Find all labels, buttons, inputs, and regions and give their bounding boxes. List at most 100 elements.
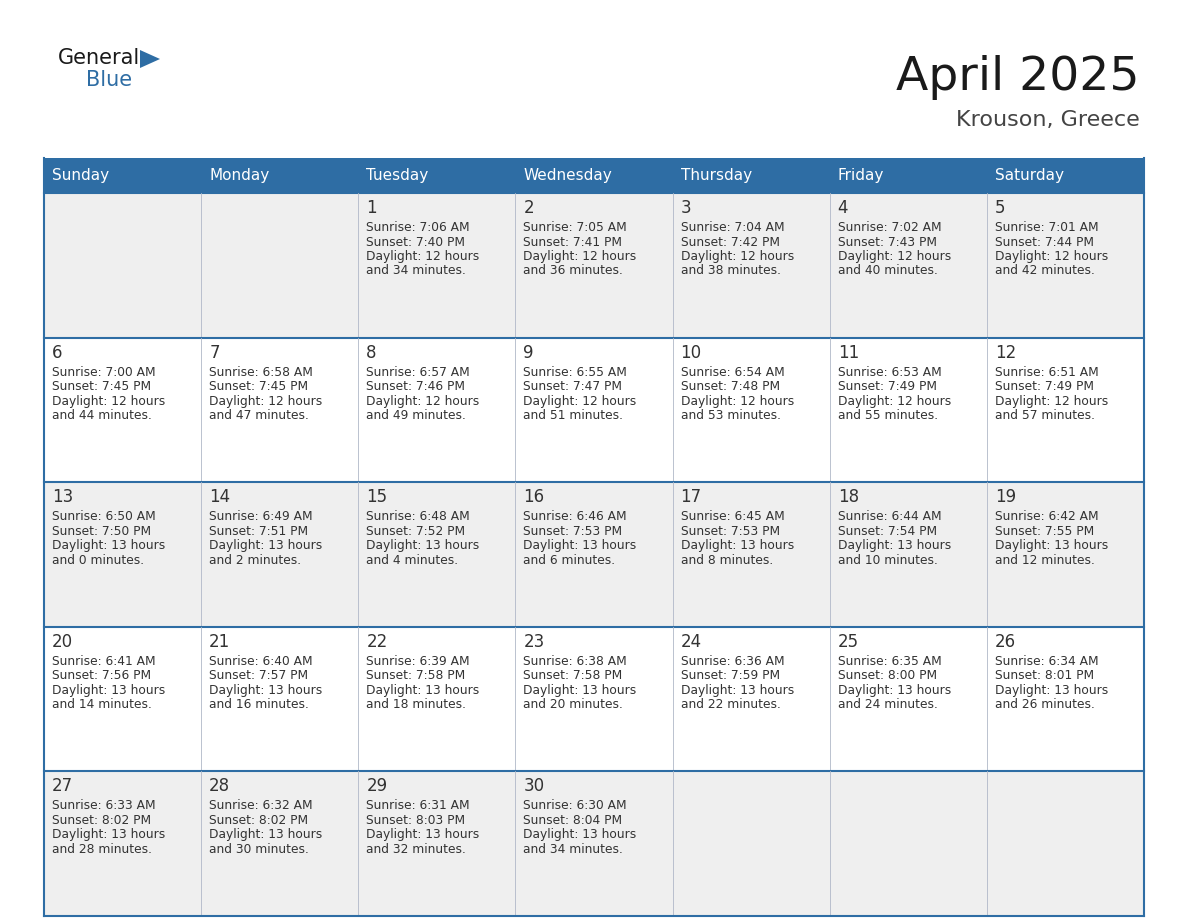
Text: 16: 16 bbox=[524, 488, 544, 506]
Bar bbox=[987, 193, 1144, 338]
Bar bbox=[359, 158, 516, 193]
Text: 7: 7 bbox=[209, 343, 220, 362]
Text: Daylight: 12 hours: Daylight: 12 hours bbox=[994, 250, 1108, 263]
Text: and 16 minutes.: and 16 minutes. bbox=[209, 699, 309, 711]
Text: Sunrise: 6:46 AM: Sunrise: 6:46 AM bbox=[524, 510, 627, 523]
Text: 13: 13 bbox=[52, 488, 74, 506]
Text: Sunrise: 6:35 AM: Sunrise: 6:35 AM bbox=[838, 655, 941, 667]
Bar bbox=[44, 627, 201, 771]
Text: 28: 28 bbox=[209, 778, 230, 795]
Text: and 28 minutes.: and 28 minutes. bbox=[52, 843, 152, 856]
Bar bbox=[987, 338, 1144, 482]
Text: and 30 minutes.: and 30 minutes. bbox=[209, 843, 309, 856]
Bar bbox=[359, 338, 516, 482]
Text: Daylight: 12 hours: Daylight: 12 hours bbox=[209, 395, 322, 408]
Text: Sunset: 7:42 PM: Sunset: 7:42 PM bbox=[681, 236, 779, 249]
Text: 12: 12 bbox=[994, 343, 1016, 362]
Text: Sunset: 8:02 PM: Sunset: 8:02 PM bbox=[209, 814, 308, 827]
Text: Blue: Blue bbox=[86, 70, 132, 90]
Text: Daylight: 12 hours: Daylight: 12 hours bbox=[681, 250, 794, 263]
Text: and 49 minutes.: and 49 minutes. bbox=[366, 409, 466, 422]
Text: Saturday: Saturday bbox=[994, 168, 1064, 183]
Text: and 47 minutes.: and 47 minutes. bbox=[209, 409, 309, 422]
Text: Daylight: 12 hours: Daylight: 12 hours bbox=[994, 395, 1108, 408]
Text: 17: 17 bbox=[681, 488, 702, 506]
Text: General: General bbox=[58, 48, 140, 68]
Text: Sunrise: 6:57 AM: Sunrise: 6:57 AM bbox=[366, 365, 470, 378]
Text: Daylight: 13 hours: Daylight: 13 hours bbox=[681, 684, 794, 697]
Bar bbox=[516, 158, 672, 193]
Polygon shape bbox=[140, 50, 160, 68]
Bar bbox=[672, 193, 829, 338]
Text: 19: 19 bbox=[994, 488, 1016, 506]
Text: Sunrise: 6:58 AM: Sunrise: 6:58 AM bbox=[209, 365, 312, 378]
Text: 29: 29 bbox=[366, 778, 387, 795]
Text: Sunrise: 6:45 AM: Sunrise: 6:45 AM bbox=[681, 510, 784, 523]
Text: 9: 9 bbox=[524, 343, 533, 362]
Text: Sunrise: 6:55 AM: Sunrise: 6:55 AM bbox=[524, 365, 627, 378]
Text: Daylight: 13 hours: Daylight: 13 hours bbox=[366, 828, 480, 842]
Text: Sunrise: 6:54 AM: Sunrise: 6:54 AM bbox=[681, 365, 784, 378]
Text: 10: 10 bbox=[681, 343, 702, 362]
Text: Sunrise: 6:51 AM: Sunrise: 6:51 AM bbox=[994, 365, 1099, 378]
Bar bbox=[516, 193, 672, 338]
Text: 23: 23 bbox=[524, 633, 544, 651]
Text: Sunrise: 7:02 AM: Sunrise: 7:02 AM bbox=[838, 221, 941, 234]
Text: Sunrise: 6:33 AM: Sunrise: 6:33 AM bbox=[52, 800, 156, 812]
Bar bbox=[829, 193, 987, 338]
Text: and 26 minutes.: and 26 minutes. bbox=[994, 699, 1094, 711]
Text: Sunset: 8:02 PM: Sunset: 8:02 PM bbox=[52, 814, 151, 827]
Bar bbox=[672, 338, 829, 482]
Text: 27: 27 bbox=[52, 778, 74, 795]
Text: 8: 8 bbox=[366, 343, 377, 362]
Text: Sunset: 7:45 PM: Sunset: 7:45 PM bbox=[52, 380, 151, 393]
Text: and 6 minutes.: and 6 minutes. bbox=[524, 554, 615, 566]
Text: 11: 11 bbox=[838, 343, 859, 362]
Bar bbox=[201, 771, 359, 916]
Bar bbox=[516, 627, 672, 771]
Bar bbox=[829, 771, 987, 916]
Text: Daylight: 13 hours: Daylight: 13 hours bbox=[366, 539, 480, 553]
Text: and 44 minutes.: and 44 minutes. bbox=[52, 409, 152, 422]
Text: Sunrise: 6:32 AM: Sunrise: 6:32 AM bbox=[209, 800, 312, 812]
Text: Sunrise: 7:01 AM: Sunrise: 7:01 AM bbox=[994, 221, 1099, 234]
Text: 3: 3 bbox=[681, 199, 691, 217]
Text: 4: 4 bbox=[838, 199, 848, 217]
Text: Daylight: 12 hours: Daylight: 12 hours bbox=[681, 395, 794, 408]
Text: Sunrise: 6:40 AM: Sunrise: 6:40 AM bbox=[209, 655, 312, 667]
Text: Sunrise: 7:06 AM: Sunrise: 7:06 AM bbox=[366, 221, 470, 234]
Text: Sunset: 7:58 PM: Sunset: 7:58 PM bbox=[366, 669, 466, 682]
Bar bbox=[44, 158, 201, 193]
Text: 2: 2 bbox=[524, 199, 535, 217]
Text: Daylight: 13 hours: Daylight: 13 hours bbox=[209, 539, 322, 553]
Text: Sunset: 8:04 PM: Sunset: 8:04 PM bbox=[524, 814, 623, 827]
Bar bbox=[359, 627, 516, 771]
Text: Daylight: 13 hours: Daylight: 13 hours bbox=[838, 539, 950, 553]
Text: Sunrise: 7:00 AM: Sunrise: 7:00 AM bbox=[52, 365, 156, 378]
Text: Sunset: 7:53 PM: Sunset: 7:53 PM bbox=[681, 525, 779, 538]
Text: 24: 24 bbox=[681, 633, 702, 651]
Bar bbox=[44, 482, 201, 627]
Text: and 14 minutes.: and 14 minutes. bbox=[52, 699, 152, 711]
Text: Daylight: 13 hours: Daylight: 13 hours bbox=[52, 684, 165, 697]
Bar bbox=[672, 482, 829, 627]
Text: and 32 minutes.: and 32 minutes. bbox=[366, 843, 466, 856]
Text: Sunrise: 7:05 AM: Sunrise: 7:05 AM bbox=[524, 221, 627, 234]
Text: Sunrise: 6:50 AM: Sunrise: 6:50 AM bbox=[52, 510, 156, 523]
Text: Daylight: 12 hours: Daylight: 12 hours bbox=[366, 395, 480, 408]
Text: and 53 minutes.: and 53 minutes. bbox=[681, 409, 781, 422]
Text: and 24 minutes.: and 24 minutes. bbox=[838, 699, 937, 711]
Text: and 20 minutes.: and 20 minutes. bbox=[524, 699, 624, 711]
Text: Sunset: 7:57 PM: Sunset: 7:57 PM bbox=[209, 669, 308, 682]
Bar bbox=[516, 771, 672, 916]
Text: Daylight: 13 hours: Daylight: 13 hours bbox=[524, 828, 637, 842]
Bar bbox=[201, 338, 359, 482]
Text: Sunset: 7:45 PM: Sunset: 7:45 PM bbox=[209, 380, 308, 393]
Text: Sunrise: 6:49 AM: Sunrise: 6:49 AM bbox=[209, 510, 312, 523]
Text: Daylight: 12 hours: Daylight: 12 hours bbox=[524, 395, 637, 408]
Text: 21: 21 bbox=[209, 633, 230, 651]
Text: and 42 minutes.: and 42 minutes. bbox=[994, 264, 1094, 277]
Bar bbox=[359, 482, 516, 627]
Bar bbox=[201, 158, 359, 193]
Text: Daylight: 12 hours: Daylight: 12 hours bbox=[838, 250, 950, 263]
